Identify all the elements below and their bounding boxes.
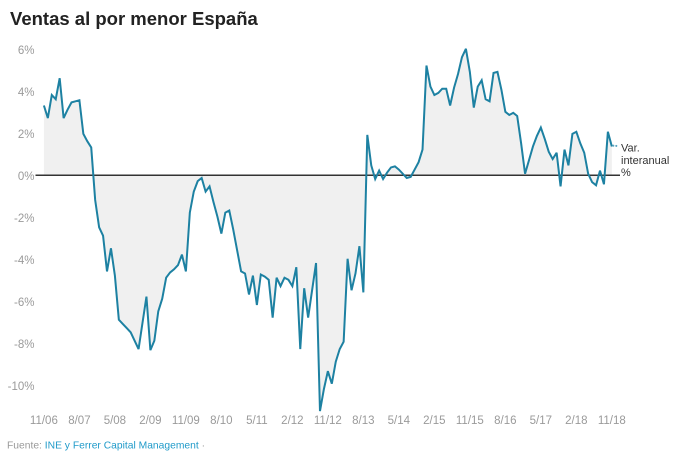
svg-text:%: % <box>621 167 631 179</box>
svg-text:11/12: 11/12 <box>314 415 342 427</box>
svg-text:5/11: 5/11 <box>246 415 268 427</box>
svg-text:-8%: -8% <box>14 339 34 351</box>
svg-text:11/06: 11/06 <box>30 415 58 427</box>
svg-text:5/08: 5/08 <box>104 415 126 427</box>
svg-text:Fuente: INE y Ferrer Capital M: Fuente: INE y Ferrer Capital Management … <box>7 441 205 452</box>
svg-text:5/17: 5/17 <box>530 415 552 427</box>
svg-text:-10%: -10% <box>8 381 35 393</box>
svg-text:2%: 2% <box>18 129 35 141</box>
svg-text:0%: 0% <box>18 171 35 183</box>
svg-text:5/14: 5/14 <box>388 415 411 427</box>
svg-text:11/09: 11/09 <box>172 415 200 427</box>
svg-text:8/07: 8/07 <box>68 415 90 427</box>
svg-text:4%: 4% <box>18 87 35 99</box>
svg-text:2/15: 2/15 <box>423 415 445 427</box>
svg-text:8/10: 8/10 <box>210 415 232 427</box>
svg-text:6%: 6% <box>18 45 35 57</box>
svg-text:11/15: 11/15 <box>456 415 484 427</box>
svg-text:11/18: 11/18 <box>598 415 626 427</box>
svg-text:Ventas al por menor España: Ventas al por menor España <box>10 8 258 29</box>
svg-text:Var.: Var. <box>621 143 640 155</box>
svg-text:-4%: -4% <box>14 255 34 267</box>
svg-text:-2%: -2% <box>14 213 34 225</box>
svg-text:2/18: 2/18 <box>565 415 587 427</box>
svg-text:interanual: interanual <box>621 155 669 167</box>
svg-text:8/13: 8/13 <box>352 415 374 427</box>
svg-text:-6%: -6% <box>14 297 34 309</box>
svg-text:2/09: 2/09 <box>139 415 161 427</box>
svg-text:8/16: 8/16 <box>494 415 516 427</box>
svg-text:2/12: 2/12 <box>281 415 303 427</box>
